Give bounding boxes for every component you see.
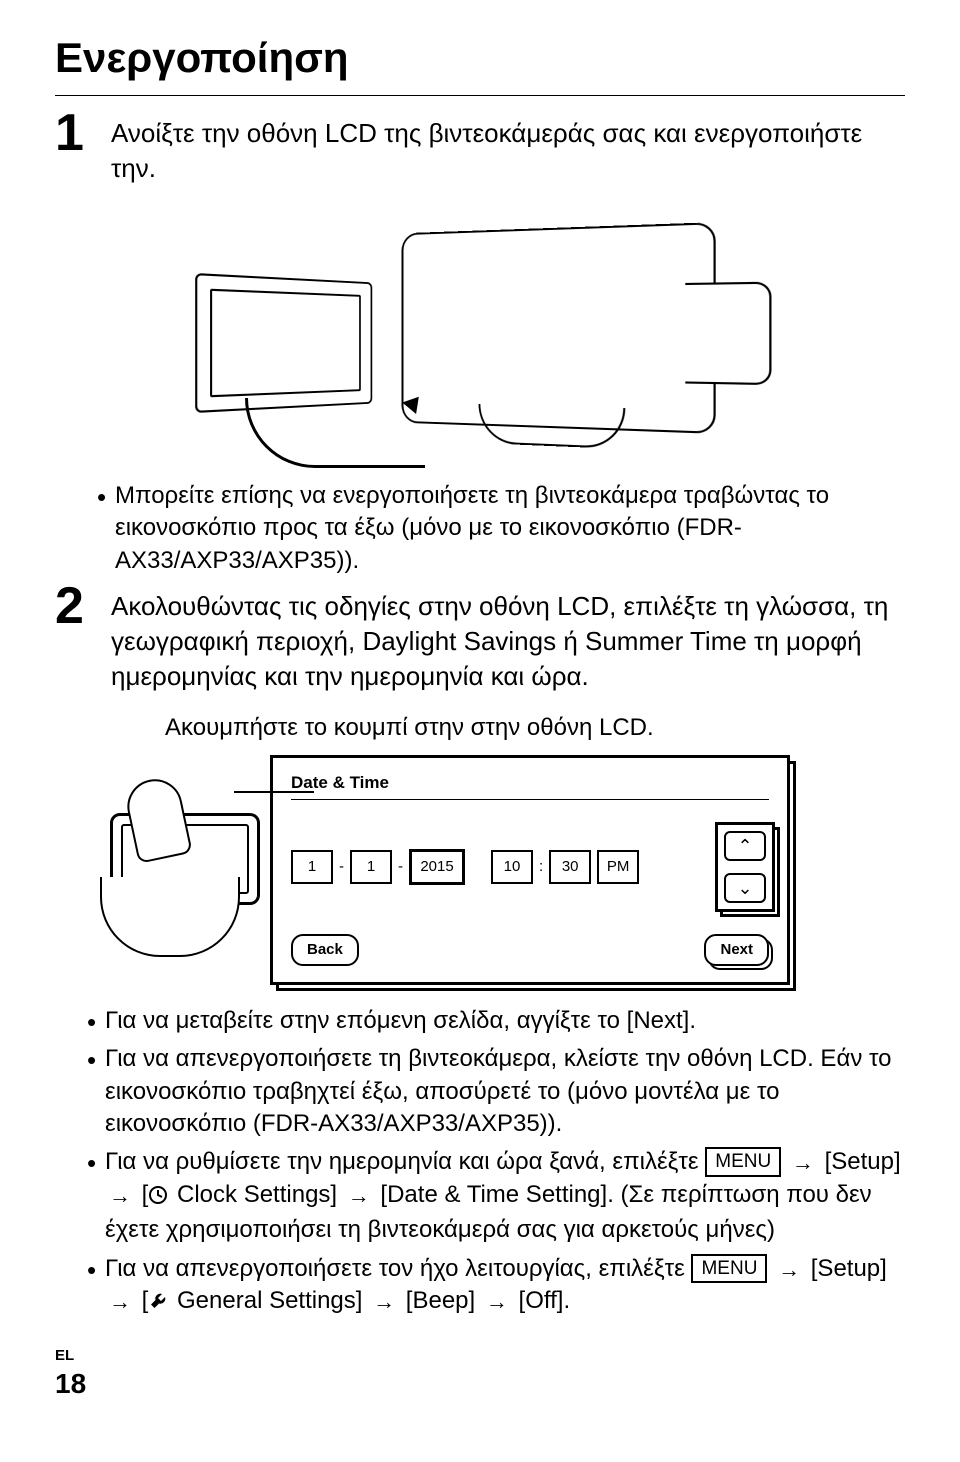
increment-button[interactable]: ⌃ bbox=[724, 831, 766, 861]
page-number: 18 bbox=[55, 1365, 905, 1403]
note-next-page: Για να μεταβείτε στην επόμενη σελίδα, αγ… bbox=[105, 1005, 905, 1037]
step-1-note-list: Μπορείτε επίσης να ενεργοποιήσετε τη βιν… bbox=[55, 480, 905, 577]
arrow-icon: → bbox=[344, 1181, 374, 1211]
arrow-icon: → bbox=[369, 1287, 399, 1317]
step-2-number: 2 bbox=[55, 583, 97, 630]
page-title: Ενεργοποίηση bbox=[55, 30, 905, 87]
step-1-number: 1 bbox=[55, 110, 97, 157]
note-beep-off: Για να απενεργοποιήσετε τον ήχο λειτουργ… bbox=[105, 1253, 905, 1321]
menu-button-label: MENU bbox=[691, 1254, 767, 1284]
note-reset-date: Για να ρυθμίσετε την ημερομηνία και ώρα … bbox=[105, 1146, 905, 1246]
language-code: EL bbox=[55, 1346, 905, 1366]
arrow-icon: → bbox=[788, 1148, 818, 1178]
note-power-off: Για να απενεργοποιήσετε τη βιντεοκάμερα,… bbox=[105, 1043, 905, 1140]
arrow-icon: → bbox=[482, 1287, 512, 1317]
page-footer: EL 18 bbox=[55, 1346, 905, 1402]
arrow-icon: → bbox=[105, 1287, 135, 1317]
arrow-icon: → bbox=[105, 1181, 135, 1211]
day-field[interactable]: 1 bbox=[350, 850, 392, 884]
minute-field[interactable]: 30 bbox=[549, 850, 591, 884]
camera-open-lcd-illustration bbox=[160, 198, 800, 458]
year-field-selected[interactable]: 2015 bbox=[409, 849, 465, 885]
time-separator: : bbox=[539, 857, 543, 877]
step-1-text: Ανοίξτε την οθόνη LCD της βιντεοκάμεράς … bbox=[111, 110, 905, 186]
next-button[interactable]: Next bbox=[704, 934, 769, 966]
touch-button-instruction: Ακουμπήστε το κουμπί στην στην οθόνη LCD… bbox=[165, 712, 905, 744]
wrench-icon bbox=[148, 1288, 168, 1320]
decrement-button[interactable]: ⌄ bbox=[724, 873, 766, 903]
step-1: 1 Ανοίξτε την οθόνη LCD της βιντεοκάμερά… bbox=[55, 110, 905, 186]
date-time-screen: Date & Time 1 - 1 - 2015 10 : 30 PM ⌃ ⌄ … bbox=[270, 755, 790, 985]
title-rule bbox=[55, 95, 905, 96]
date-separator: - bbox=[398, 857, 403, 877]
hand-touching-lcd-icon bbox=[110, 783, 270, 953]
lcd-title: Date & Time bbox=[291, 772, 769, 795]
step-2: 2 Ακολουθώντας τις οδηγίες στην οθόνη LC… bbox=[55, 583, 905, 694]
lcd-title-rule bbox=[291, 799, 769, 800]
value-stepper: ⌃ ⌄ bbox=[715, 822, 775, 912]
notes-list: Για να μεταβείτε στην επόμενη σελίδα, αγ… bbox=[55, 1005, 905, 1321]
clock-icon bbox=[148, 1182, 168, 1214]
step-1-note: Μπορείτε επίσης να ενεργοποιήσετε τη βιν… bbox=[115, 480, 905, 577]
lcd-touch-illustration: Date & Time 1 - 1 - 2015 10 : 30 PM ⌃ ⌄ … bbox=[110, 755, 905, 985]
back-button[interactable]: Back bbox=[291, 934, 359, 966]
hour-field[interactable]: 10 bbox=[491, 850, 533, 884]
month-field[interactable]: 1 bbox=[291, 850, 333, 884]
menu-button-label: MENU bbox=[705, 1147, 781, 1177]
date-separator: - bbox=[339, 857, 344, 877]
date-time-fields: 1 - 1 - 2015 10 : 30 PM bbox=[291, 849, 639, 885]
arrow-icon: → bbox=[774, 1255, 804, 1285]
ampm-field[interactable]: PM bbox=[597, 850, 639, 884]
step-2-text: Ακολουθώντας τις οδηγίες στην οθόνη LCD,… bbox=[111, 583, 905, 694]
